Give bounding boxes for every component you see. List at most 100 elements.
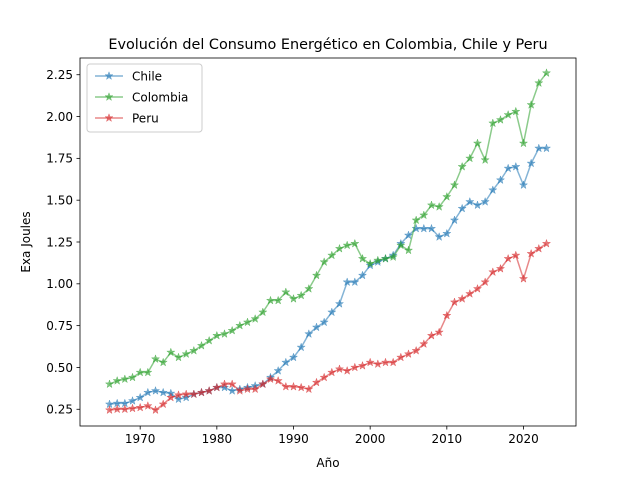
data-point	[250, 313, 260, 323]
data-point	[189, 345, 199, 355]
data-point	[242, 317, 253, 327]
data-point	[281, 381, 291, 391]
data-point	[235, 320, 245, 330]
x-tick-label: 1990	[278, 432, 309, 446]
data-point	[242, 384, 253, 394]
data-point	[495, 114, 506, 124]
data-point	[181, 349, 191, 359]
data-point	[434, 327, 444, 337]
legend-star-icon	[104, 92, 114, 102]
legend-label: Peru	[132, 112, 159, 126]
data-point	[273, 365, 283, 375]
data-point	[480, 155, 490, 165]
data-point	[350, 277, 360, 287]
data-point	[495, 175, 506, 185]
data-point	[488, 118, 498, 128]
y-tick-label: 2.25	[46, 68, 73, 82]
legend: Chile Colombia Peru	[86, 63, 203, 133]
data-point	[288, 352, 299, 362]
series-peru	[104, 238, 552, 415]
data-point	[112, 404, 122, 414]
data-point	[411, 223, 421, 233]
data-point	[319, 257, 329, 267]
data-point	[442, 191, 452, 201]
data-point	[457, 293, 467, 303]
chart-title: Evolución del Consumo Energético en Colo…	[108, 37, 547, 53]
y-tick-label: 1.75	[46, 152, 73, 166]
y-tick-label: 2.00	[46, 110, 73, 124]
data-point	[419, 339, 429, 349]
data-point	[442, 228, 452, 238]
data-point	[288, 293, 299, 303]
data-point	[281, 357, 291, 367]
data-point	[518, 180, 529, 190]
data-point	[526, 248, 536, 258]
data-point	[258, 379, 268, 389]
data-point	[127, 395, 138, 405]
data-point	[472, 138, 483, 148]
data-point	[189, 389, 199, 399]
data-point	[258, 307, 268, 317]
data-point	[380, 253, 391, 263]
data-point	[480, 196, 490, 206]
data-point	[265, 374, 276, 384]
data-point	[334, 298, 345, 308]
data-point	[227, 385, 237, 395]
data-point	[503, 253, 513, 263]
data-point	[365, 357, 375, 367]
data-point	[296, 382, 306, 392]
y-tick-label: 1.25	[46, 235, 73, 249]
data-point	[158, 357, 168, 367]
series-line	[109, 243, 547, 411]
data-point	[304, 283, 314, 293]
data-point	[518, 273, 529, 283]
data-point	[541, 143, 552, 153]
data-point	[181, 392, 191, 402]
data-point	[143, 367, 153, 377]
x-tick-label: 1980	[202, 432, 233, 446]
data-point	[350, 362, 360, 372]
series-colombia	[104, 68, 552, 389]
data-point	[281, 287, 291, 297]
data-point	[104, 405, 115, 415]
legend-label: Chile	[132, 70, 162, 84]
y-axis-label: Exa Joules	[19, 211, 33, 272]
axes: 1970 1980 1990 2000 2010 2020 0.25 0.50 0.75 1.00…	[46, 57, 577, 446]
data-point	[120, 404, 130, 414]
data-point	[166, 392, 176, 402]
data-point	[173, 394, 184, 404]
data-point	[357, 270, 368, 280]
data-point	[173, 352, 184, 362]
data-point	[403, 349, 414, 359]
data-point	[472, 200, 483, 210]
data-point	[541, 68, 552, 78]
data-point	[135, 392, 145, 402]
data-point	[150, 405, 161, 415]
data-point	[150, 385, 161, 395]
data-point	[311, 270, 322, 280]
legend-label: Colombia	[132, 91, 188, 105]
data-point	[112, 375, 122, 385]
legend-item-peru: Peru	[95, 112, 159, 126]
data-point	[488, 185, 498, 195]
data-point	[212, 382, 222, 392]
data-point	[304, 329, 314, 339]
data-point	[380, 357, 391, 367]
data-point	[334, 243, 345, 253]
data-point	[511, 106, 521, 116]
data-point	[250, 384, 260, 394]
data-point	[350, 238, 360, 248]
data-point	[465, 196, 475, 206]
data-point	[434, 201, 444, 211]
data-point	[143, 400, 153, 410]
legend-star-icon	[104, 71, 114, 81]
data-point	[342, 365, 352, 375]
data-point	[518, 138, 529, 148]
data-point	[158, 399, 168, 409]
data-point	[457, 203, 467, 213]
data-point	[265, 295, 276, 305]
data-point	[411, 215, 421, 225]
data-point	[457, 161, 467, 171]
